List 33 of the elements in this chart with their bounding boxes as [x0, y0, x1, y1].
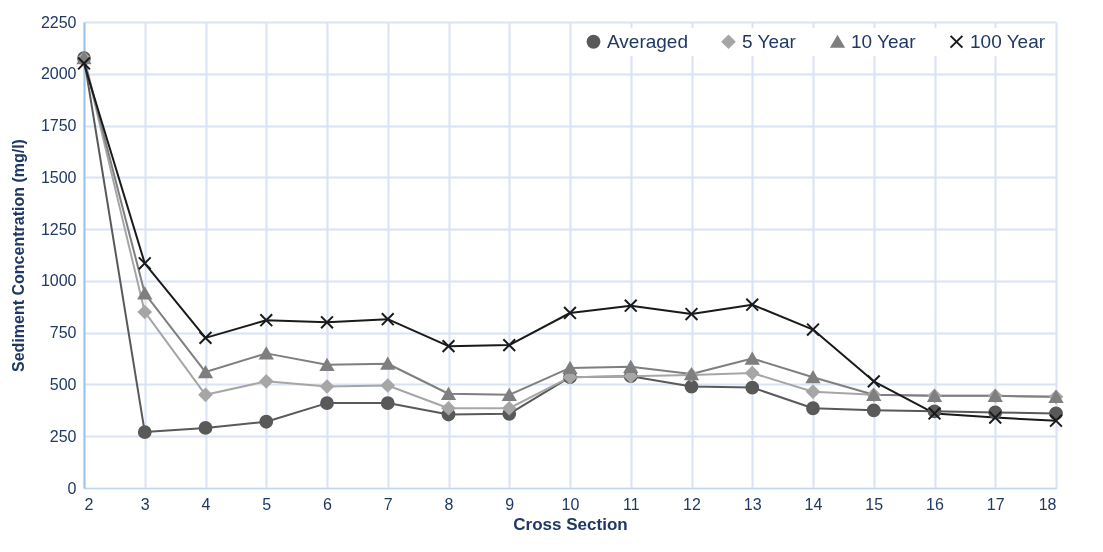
y-tick-label: 2250	[40, 13, 77, 31]
x-tick-label: 3	[140, 495, 150, 513]
y-tick-label: 1000	[40, 272, 77, 290]
x-tick-label: 14	[804, 495, 823, 513]
y-tick-label: 500	[49, 375, 77, 393]
x-tick-label: 4	[201, 495, 211, 513]
x-tick-label: 6	[323, 495, 333, 513]
x-tick-label: 2	[84, 495, 94, 513]
x-tick-label: 5	[262, 495, 272, 513]
x-tick-label: 12	[683, 495, 701, 513]
legend-label: 5 Year	[742, 30, 797, 52]
y-tick-label: 1500	[40, 168, 77, 186]
x-axis-title: Cross Section	[513, 514, 628, 534]
x-tick-label: 16	[926, 495, 944, 513]
y-tick-label: 250	[49, 427, 77, 445]
x-tick-label: 7	[383, 495, 393, 513]
x-tick-label: 8	[444, 495, 454, 513]
x-tick-label: 13	[743, 495, 762, 513]
x-tick-label: 15	[865, 495, 884, 513]
x-tick-label: 10	[561, 495, 580, 513]
y-tick-label: 0	[67, 479, 77, 497]
x-tick-label: 9	[505, 495, 515, 513]
x-tick-label: 17	[986, 495, 1005, 513]
x-tick-label: 11	[622, 495, 640, 513]
x-tick-label: 18	[1038, 495, 1057, 513]
y-axis-title: Sediment Concentration (mg/l)	[9, 139, 27, 372]
legend-label: 10 Year	[851, 30, 917, 52]
y-tick-label: 750	[49, 324, 77, 342]
y-tick-label: 1250	[40, 220, 77, 238]
legend-label: Averaged	[607, 30, 688, 52]
legend-label: 100 Year	[970, 30, 1046, 52]
y-tick-label: 1750	[40, 117, 77, 135]
y-tick-label: 2000	[40, 65, 77, 83]
